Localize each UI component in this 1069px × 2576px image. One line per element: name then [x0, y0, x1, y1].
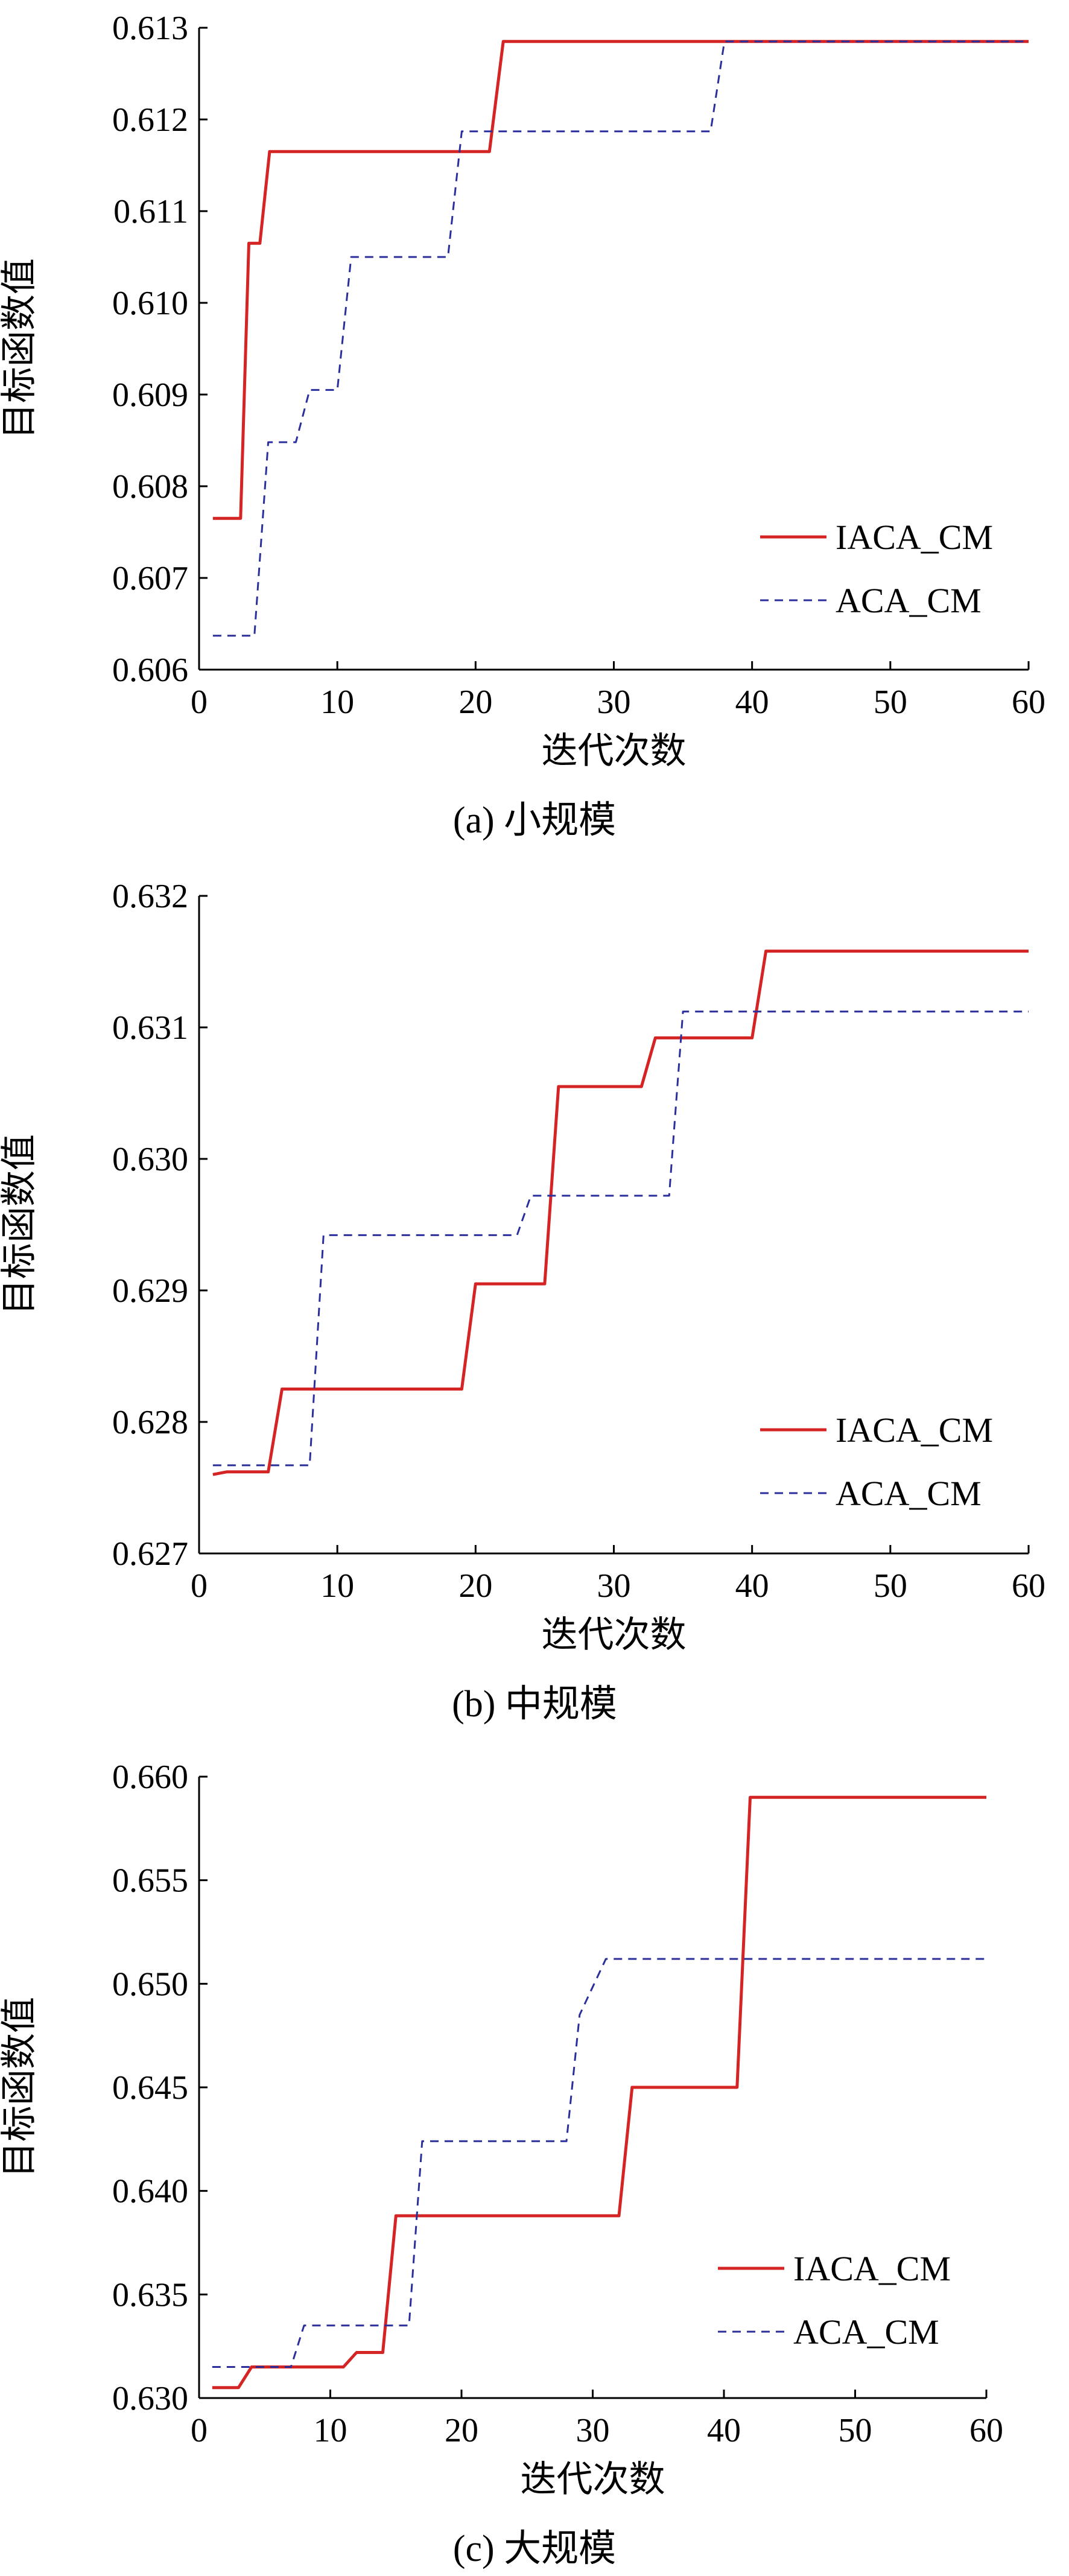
chart-2: 0.627 0.628 0.629 0.630 0.631 0.632 0 10 20 30 40 5… [0, 878, 1045, 1725]
y-tick-label: 0.655 [112, 1862, 188, 1900]
x-tick-label: 60 [1012, 684, 1045, 721]
x-tick-label: 50 [839, 2412, 872, 2449]
x-tick-label: 0 [191, 684, 208, 721]
chart-3: 0.630 0.635 0.640 0.645 0.650 0.655 0.660 0 10 20… [0, 1759, 1003, 2569]
y-axis-title: 目标函数值 [0, 1134, 40, 1315]
legend-label: ACA_CM [836, 1474, 982, 1513]
x-tick-label: 40 [707, 2412, 741, 2449]
y-tick-label: 0.612 [112, 101, 188, 139]
x-tick-label: 60 [969, 2412, 1003, 2449]
y-tick-label: 0.640 [112, 2173, 188, 2210]
y-tick-label: 0.632 [112, 878, 188, 915]
x-tick-label: 10 [320, 684, 354, 721]
legend-label: IACA_CM [836, 1410, 993, 1450]
x-tick-label: 20 [458, 684, 492, 721]
x-tick-label: 40 [735, 684, 769, 721]
y-axis-title: 目标函数值 [0, 258, 40, 439]
series-line-aca-cm [212, 1958, 986, 2368]
x-tick-label: 20 [458, 1567, 492, 1605]
legend-label: IACA_CM [793, 2249, 951, 2288]
chart-caption: (c) 大规模 [453, 2528, 616, 2569]
x-tick-label: 50 [874, 684, 907, 721]
y-tick-label: 0.630 [112, 1141, 188, 1178]
chart-1: 0.606 0.607 0.608 0.609 0.610 0.611 0.612 0.613… [0, 10, 1045, 841]
series-line-iaca-cm [212, 950, 1029, 1476]
x-tick-label: 60 [1012, 1567, 1045, 1605]
y-tick-label: 0.630 [112, 2380, 188, 2417]
x-tick-label: 30 [597, 1567, 631, 1605]
x-tick-label: 10 [320, 1567, 354, 1605]
x-tick-label: 50 [874, 1567, 907, 1605]
legend-label: ACA_CM [836, 581, 982, 620]
y-tick-label: 0.609 [112, 376, 188, 414]
x-axis-title: 迭代次数 [521, 2458, 665, 2501]
chart-caption: (a) 小规模 [453, 800, 616, 841]
x-axis-title: 迭代次数 [542, 1614, 687, 1656]
y-tick-label: 0.606 [112, 652, 188, 689]
x-tick-label: 10 [314, 2412, 347, 2449]
legend-label: IACA_CM [836, 518, 993, 557]
y-tick-label: 0.629 [112, 1272, 188, 1310]
y-tick-label: 0.627 [112, 1535, 188, 1573]
y-tick-label: 0.631 [112, 1009, 188, 1047]
y-tick-label: 0.650 [112, 1965, 188, 2003]
series-line-aca-cm [212, 1010, 1029, 1467]
y-tick-label: 0.660 [112, 1759, 188, 1796]
y-tick-label: 0.610 [112, 285, 188, 322]
y-tick-label: 0.645 [112, 2069, 188, 2107]
y-tick-label: 0.607 [112, 560, 188, 597]
x-tick-label: 0 [191, 2412, 208, 2449]
y-tick-label: 0.611 [113, 193, 188, 230]
series-line-aca-cm [212, 40, 1029, 637]
x-tick-label: 20 [445, 2412, 478, 2449]
y-tick-label: 0.635 [112, 2276, 188, 2314]
x-axis-title: 迭代次数 [542, 730, 687, 772]
y-tick-label: 0.608 [112, 468, 188, 506]
series-line-iaca-cm [212, 40, 1029, 520]
x-tick-label: 40 [735, 1567, 769, 1605]
legend-label: ACA_CM [793, 2312, 939, 2352]
x-tick-label: 30 [576, 2412, 610, 2449]
y-axis-title: 目标函数值 [0, 1997, 40, 2178]
series-line-iaca-cm [212, 1795, 986, 2390]
y-tick-label: 0.613 [112, 10, 188, 47]
chart-caption: (b) 中规模 [452, 1684, 617, 1725]
x-tick-label: 0 [191, 1567, 208, 1605]
x-tick-label: 30 [597, 684, 631, 721]
y-tick-label: 0.628 [112, 1404, 188, 1441]
